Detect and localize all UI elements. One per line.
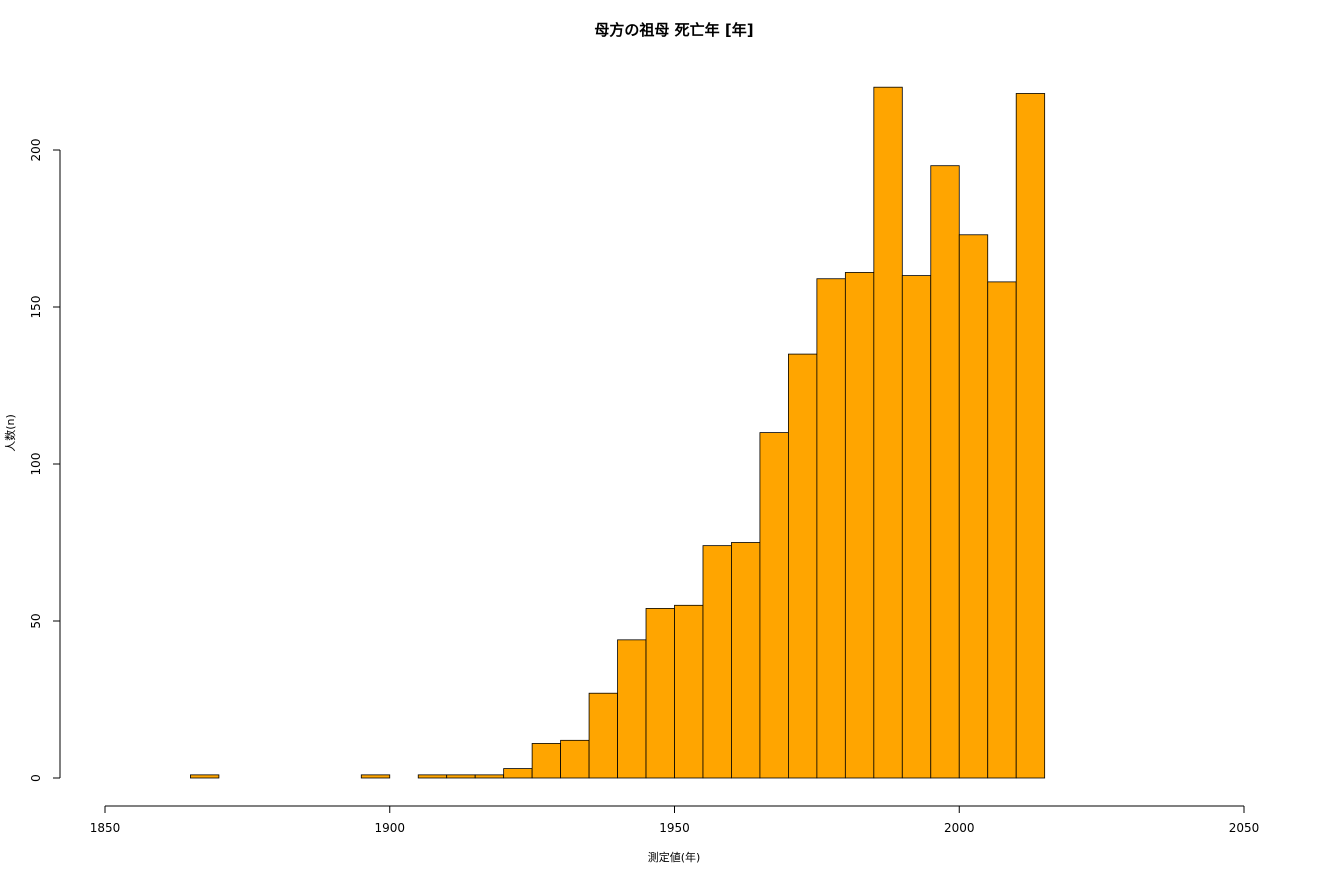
histogram-bar-1960	[731, 542, 761, 779]
histogram-bar-1990	[901, 275, 932, 779]
histogram-bar-1945	[645, 608, 675, 779]
histogram-bar-1905	[417, 774, 448, 779]
histogram-bar-2010	[1015, 93, 1046, 779]
x-tick-label-2050: 2050	[1229, 821, 1260, 835]
histogram-bar-1915	[474, 774, 505, 779]
histogram-bar-1910	[446, 774, 476, 779]
histogram-bar-1955	[702, 545, 732, 779]
histogram-bar-1975	[816, 278, 846, 779]
chart-title: 母方の祖母 死亡年 [年]	[594, 21, 753, 39]
x-tick-label-1950: 1950	[659, 821, 690, 835]
y-axis: 0 50 100 150 200	[29, 139, 61, 782]
histogram-bar-1895	[360, 774, 391, 779]
histogram-bar-2005	[987, 281, 1017, 779]
y-tick-label-0: 0	[29, 774, 43, 782]
histogram-bar-1985	[873, 86, 903, 779]
histogram-bar-1865	[190, 774, 220, 779]
histogram-bar-1950	[674, 604, 704, 779]
histogram-bar-1995	[930, 165, 960, 779]
histogram-bar-1980	[844, 272, 875, 779]
x-tick-label-2000: 2000	[944, 821, 975, 835]
x-axis: 1850 1900 1950 2000 2050	[90, 805, 1260, 835]
histogram-bar-1940	[617, 639, 647, 779]
y-axis-title: 人数(n)	[4, 414, 17, 452]
histogram-bar-1935	[588, 692, 618, 779]
histogram-bar-1925	[531, 743, 562, 779]
histogram-bar-2000	[958, 234, 989, 779]
x-axis-title: 測定値(年)	[648, 850, 701, 864]
x-tick-label-1900: 1900	[374, 821, 405, 835]
histogram-bar-1970	[788, 353, 818, 779]
y-tick-label-200: 200	[29, 139, 43, 162]
bars-group	[190, 86, 1046, 779]
histogram-bar-1920	[503, 768, 533, 779]
x-tick-label-1850: 1850	[90, 821, 121, 835]
histogram-bar-1965	[759, 432, 789, 779]
y-tick-label-100: 100	[29, 453, 43, 476]
y-tick-label-150: 150	[29, 296, 43, 319]
y-tick-label-50: 50	[29, 613, 43, 628]
histogram-bar-1930	[560, 739, 590, 779]
